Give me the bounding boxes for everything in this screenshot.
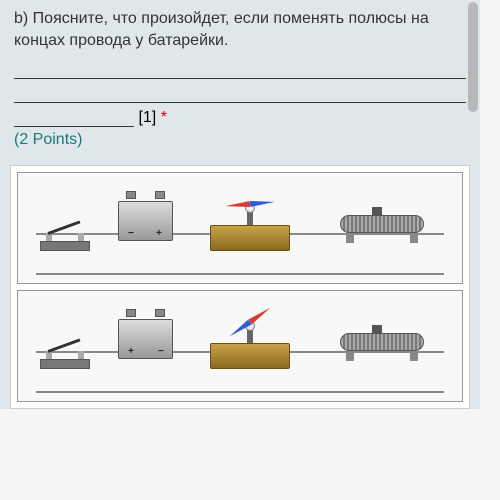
question-prompt: b) Поясните, что произойдет, если поменя…	[14, 10, 429, 49]
compass-needle	[250, 197, 300, 207]
battery: + −	[118, 313, 173, 359]
switch	[40, 221, 90, 251]
compass-needle	[248, 291, 292, 325]
battery-minus: −	[158, 346, 164, 357]
marks-row: [1] *	[0, 105, 480, 131]
circuit-1: − +	[17, 172, 463, 284]
points-label: (2 Points)	[0, 131, 480, 159]
switch	[40, 339, 90, 369]
needle-north	[250, 199, 275, 207]
answer-line	[14, 81, 466, 103]
battery: − +	[118, 195, 173, 241]
answer-line	[14, 57, 466, 79]
answer-line-short	[14, 107, 134, 127]
rheostat	[332, 209, 432, 239]
marks-label: [1]	[138, 109, 156, 126]
question-text: b) Поясните, что произойдет, если поменя…	[0, 0, 480, 57]
circuit-2: + −	[17, 290, 463, 402]
electromagnet-stand	[210, 325, 290, 369]
table-edge	[36, 391, 445, 393]
form-panel: b) Поясните, что произойдет, если поменя…	[0, 0, 480, 409]
table-edge	[36, 273, 445, 275]
diagram-panel: − +	[10, 165, 470, 409]
electromagnet-stand	[210, 207, 290, 251]
required-asterisk: *	[161, 109, 167, 126]
battery-plus: +	[128, 346, 134, 357]
answer-lines	[0, 57, 480, 103]
needle-south	[248, 305, 272, 324]
battery-minus: −	[128, 228, 134, 239]
rheostat	[332, 327, 432, 357]
scrollbar-thumb[interactable]	[468, 2, 478, 112]
battery-plus: +	[156, 228, 162, 239]
